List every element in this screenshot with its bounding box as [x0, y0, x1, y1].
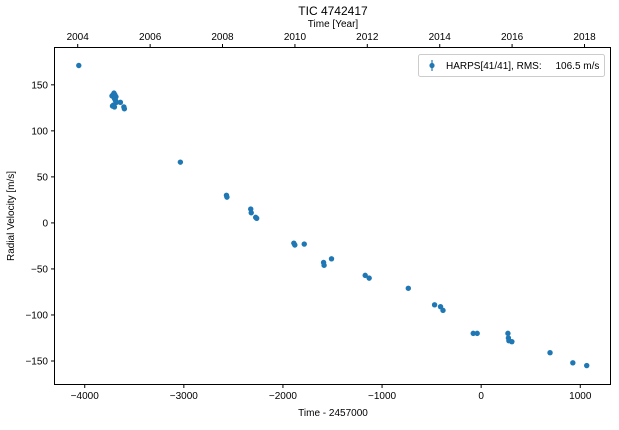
- chart-title: TIC 4742417: [298, 4, 368, 18]
- data-point: [362, 272, 368, 279]
- data-point: [177, 159, 184, 165]
- data-point: [321, 262, 327, 268]
- data-point: [431, 302, 438, 308]
- plot-frame: [54, 47, 611, 385]
- data-point: [117, 99, 124, 106]
- data-point: [470, 330, 476, 337]
- x-axis-label: Time - 2457000: [298, 408, 368, 419]
- data-point: [547, 350, 553, 356]
- data-point: [570, 360, 576, 366]
- y-tick-label: 50: [37, 172, 49, 183]
- data-point: [328, 256, 335, 262]
- data-point: [121, 106, 128, 112]
- data-points: [76, 62, 590, 369]
- x-tick-label: 0: [478, 391, 484, 402]
- data-point: [440, 307, 446, 314]
- legend-box: [418, 54, 605, 77]
- y-axis-label: Radial Velocity [m/s]: [6, 171, 17, 261]
- x-tick-label: −1000: [368, 391, 397, 402]
- y-tick-label: 150: [31, 80, 48, 91]
- top-x-axis-label: Time [Year]: [308, 19, 359, 30]
- data-point: [224, 194, 230, 200]
- data-point: [76, 62, 82, 69]
- x-tick-label: −2000: [269, 391, 298, 402]
- data-point: [248, 210, 254, 216]
- top-x-tick-label: 2014: [429, 32, 452, 43]
- legend-marker: [429, 62, 435, 69]
- top-x-tick-label: 2018: [573, 32, 596, 43]
- y-tick-label: 0: [42, 218, 48, 229]
- data-point: [366, 275, 372, 281]
- y-tick-label: 100: [31, 126, 48, 137]
- legend: HARPS[41/41], RMS: 106.5 m/s: [418, 54, 605, 77]
- data-point: [301, 241, 307, 247]
- y-tick-label: −50: [31, 264, 48, 275]
- data-point: [292, 242, 298, 248]
- x-tick-label: 1000: [569, 391, 592, 402]
- y-tick-label: −100: [25, 310, 48, 321]
- data-point: [509, 338, 515, 345]
- data-point: [405, 285, 412, 291]
- data-point: [584, 362, 590, 369]
- x-tick-label: −3000: [170, 391, 199, 402]
- data-point: [253, 215, 260, 222]
- top-x-tick-label: 2004: [67, 32, 90, 43]
- top-x-tick-label: 2010: [284, 32, 307, 43]
- x-tick-label: −4000: [71, 391, 100, 402]
- top-x-tick-label: 2008: [211, 32, 234, 43]
- top-x-tick-label: 2016: [501, 32, 524, 43]
- legend-label: HARPS[41/41], RMS: 106.5 m/s: [446, 61, 599, 72]
- data-point: [474, 330, 480, 337]
- data-point: [111, 104, 118, 110]
- top-x-tick-label: 2012: [356, 32, 379, 43]
- data-point: [505, 330, 511, 337]
- y-tick-label: −150: [25, 356, 48, 367]
- top-x-tick-label: 2006: [139, 32, 162, 43]
